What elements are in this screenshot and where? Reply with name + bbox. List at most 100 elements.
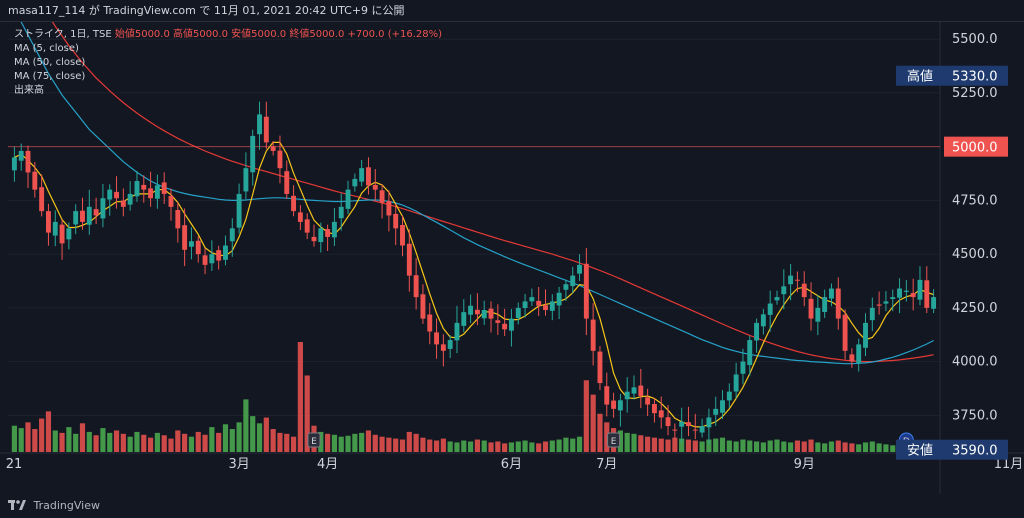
volume-bar — [100, 428, 106, 452]
volume-bar — [175, 430, 181, 452]
candle — [168, 188, 174, 221]
legend-ma50[interactable]: MA (50, close) — [14, 57, 86, 68]
candle — [250, 129, 256, 186]
candle — [297, 205, 303, 230]
candle-body — [747, 340, 753, 366]
volume-bar — [760, 442, 766, 452]
candle — [522, 293, 528, 318]
volume-bar — [182, 433, 188, 452]
volume-bar — [393, 438, 399, 452]
candle — [754, 318, 760, 353]
volume-bar — [624, 432, 630, 452]
legend-symbol[interactable]: ストライク, 1日, TSE — [14, 29, 112, 40]
candle — [359, 159, 365, 187]
ma5-line — [14, 141, 934, 428]
badge-value: 5000.0 — [952, 141, 998, 156]
volume-bar — [835, 440, 841, 452]
volume-layer — [11, 342, 937, 452]
legend-volume[interactable]: 出来高 — [14, 85, 44, 96]
candle-body — [270, 146, 276, 151]
candle — [454, 305, 460, 354]
candle — [134, 170, 140, 202]
event-label: E — [311, 437, 317, 447]
candle — [440, 334, 446, 367]
candle — [829, 283, 834, 307]
candle — [638, 368, 644, 409]
volume-bar — [18, 428, 24, 452]
candle — [549, 294, 555, 321]
volume-bar — [604, 422, 610, 452]
volume-bar — [753, 441, 760, 452]
volume-bar — [195, 431, 201, 452]
candle — [604, 372, 610, 417]
candle — [679, 407, 685, 443]
candle-body — [114, 191, 119, 199]
badge-value-bg — [944, 136, 1008, 157]
volume-bar — [86, 431, 92, 452]
volume-bar — [141, 434, 147, 452]
volume-bar — [862, 442, 869, 452]
price-tick-label: 4000.0 — [952, 355, 998, 370]
candle-body — [822, 297, 828, 313]
candle — [706, 408, 712, 445]
candle-body — [897, 288, 903, 298]
high-price-badge: 高値 5330.0 — [896, 65, 1008, 86]
candle — [107, 184, 113, 216]
candle — [100, 183, 106, 228]
candle-body — [549, 301, 555, 311]
legend-ma5[interactable]: MA (5, close) — [14, 43, 79, 54]
price-chart[interactable]: EED 5500.05250.05000.04750.04500.04250.0… — [0, 22, 1024, 494]
candle-body — [66, 228, 72, 240]
time-tick-label: 6月 — [501, 457, 522, 472]
candle-body — [447, 340, 453, 349]
volume-bar — [73, 433, 79, 452]
volume-bar — [774, 439, 780, 452]
candle — [536, 287, 542, 316]
volume-bar — [107, 432, 113, 452]
candle-body — [195, 240, 201, 255]
volume-bar — [645, 436, 651, 452]
candle — [32, 162, 38, 198]
volume-bar — [849, 443, 855, 452]
ma75-line — [51, 22, 934, 363]
time-tick-label: 7月 — [596, 457, 617, 472]
volume-bar — [59, 432, 65, 452]
price-tick-label: 4750.0 — [952, 193, 998, 208]
candle — [161, 172, 167, 204]
candle-body — [829, 288, 834, 299]
candle — [808, 282, 814, 331]
volume-bar — [440, 438, 446, 452]
candle — [188, 227, 194, 260]
volume-bar — [79, 423, 86, 452]
candle-body — [468, 305, 474, 315]
candle — [774, 290, 780, 305]
volume-bar — [474, 439, 480, 452]
volume-bar — [399, 439, 406, 452]
footer-bar: TradingView — [0, 494, 1024, 517]
candle — [890, 289, 896, 312]
volume-bar — [352, 433, 358, 452]
last-price-badge: 5000.0 — [944, 136, 1008, 157]
candle-body — [454, 322, 460, 341]
candle-body — [127, 193, 133, 205]
candle — [876, 291, 882, 315]
candle-body — [73, 211, 79, 225]
candle-body — [835, 288, 841, 319]
candle — [468, 294, 474, 324]
candle — [325, 224, 331, 251]
volume-bar — [481, 440, 487, 452]
candle-body — [243, 168, 249, 192]
legend-ohlc: 始値5000.0 高値5000.0 安値5000.0 終値5000.0 +700… — [114, 29, 443, 40]
candle — [767, 290, 773, 332]
earnings-marker: E — [607, 432, 621, 448]
grid-layer — [0, 22, 1024, 494]
candle-body — [93, 209, 99, 216]
candle-body — [223, 245, 228, 260]
volume-bar — [781, 441, 787, 452]
candle-body — [236, 193, 242, 228]
footer-brand[interactable]: TradingView — [33, 499, 100, 512]
legend-ma75[interactable]: MA (75, close) — [14, 71, 86, 82]
volume-bar — [290, 436, 297, 452]
candle-body — [188, 241, 194, 247]
price-tick-label: 4500.0 — [952, 247, 998, 262]
